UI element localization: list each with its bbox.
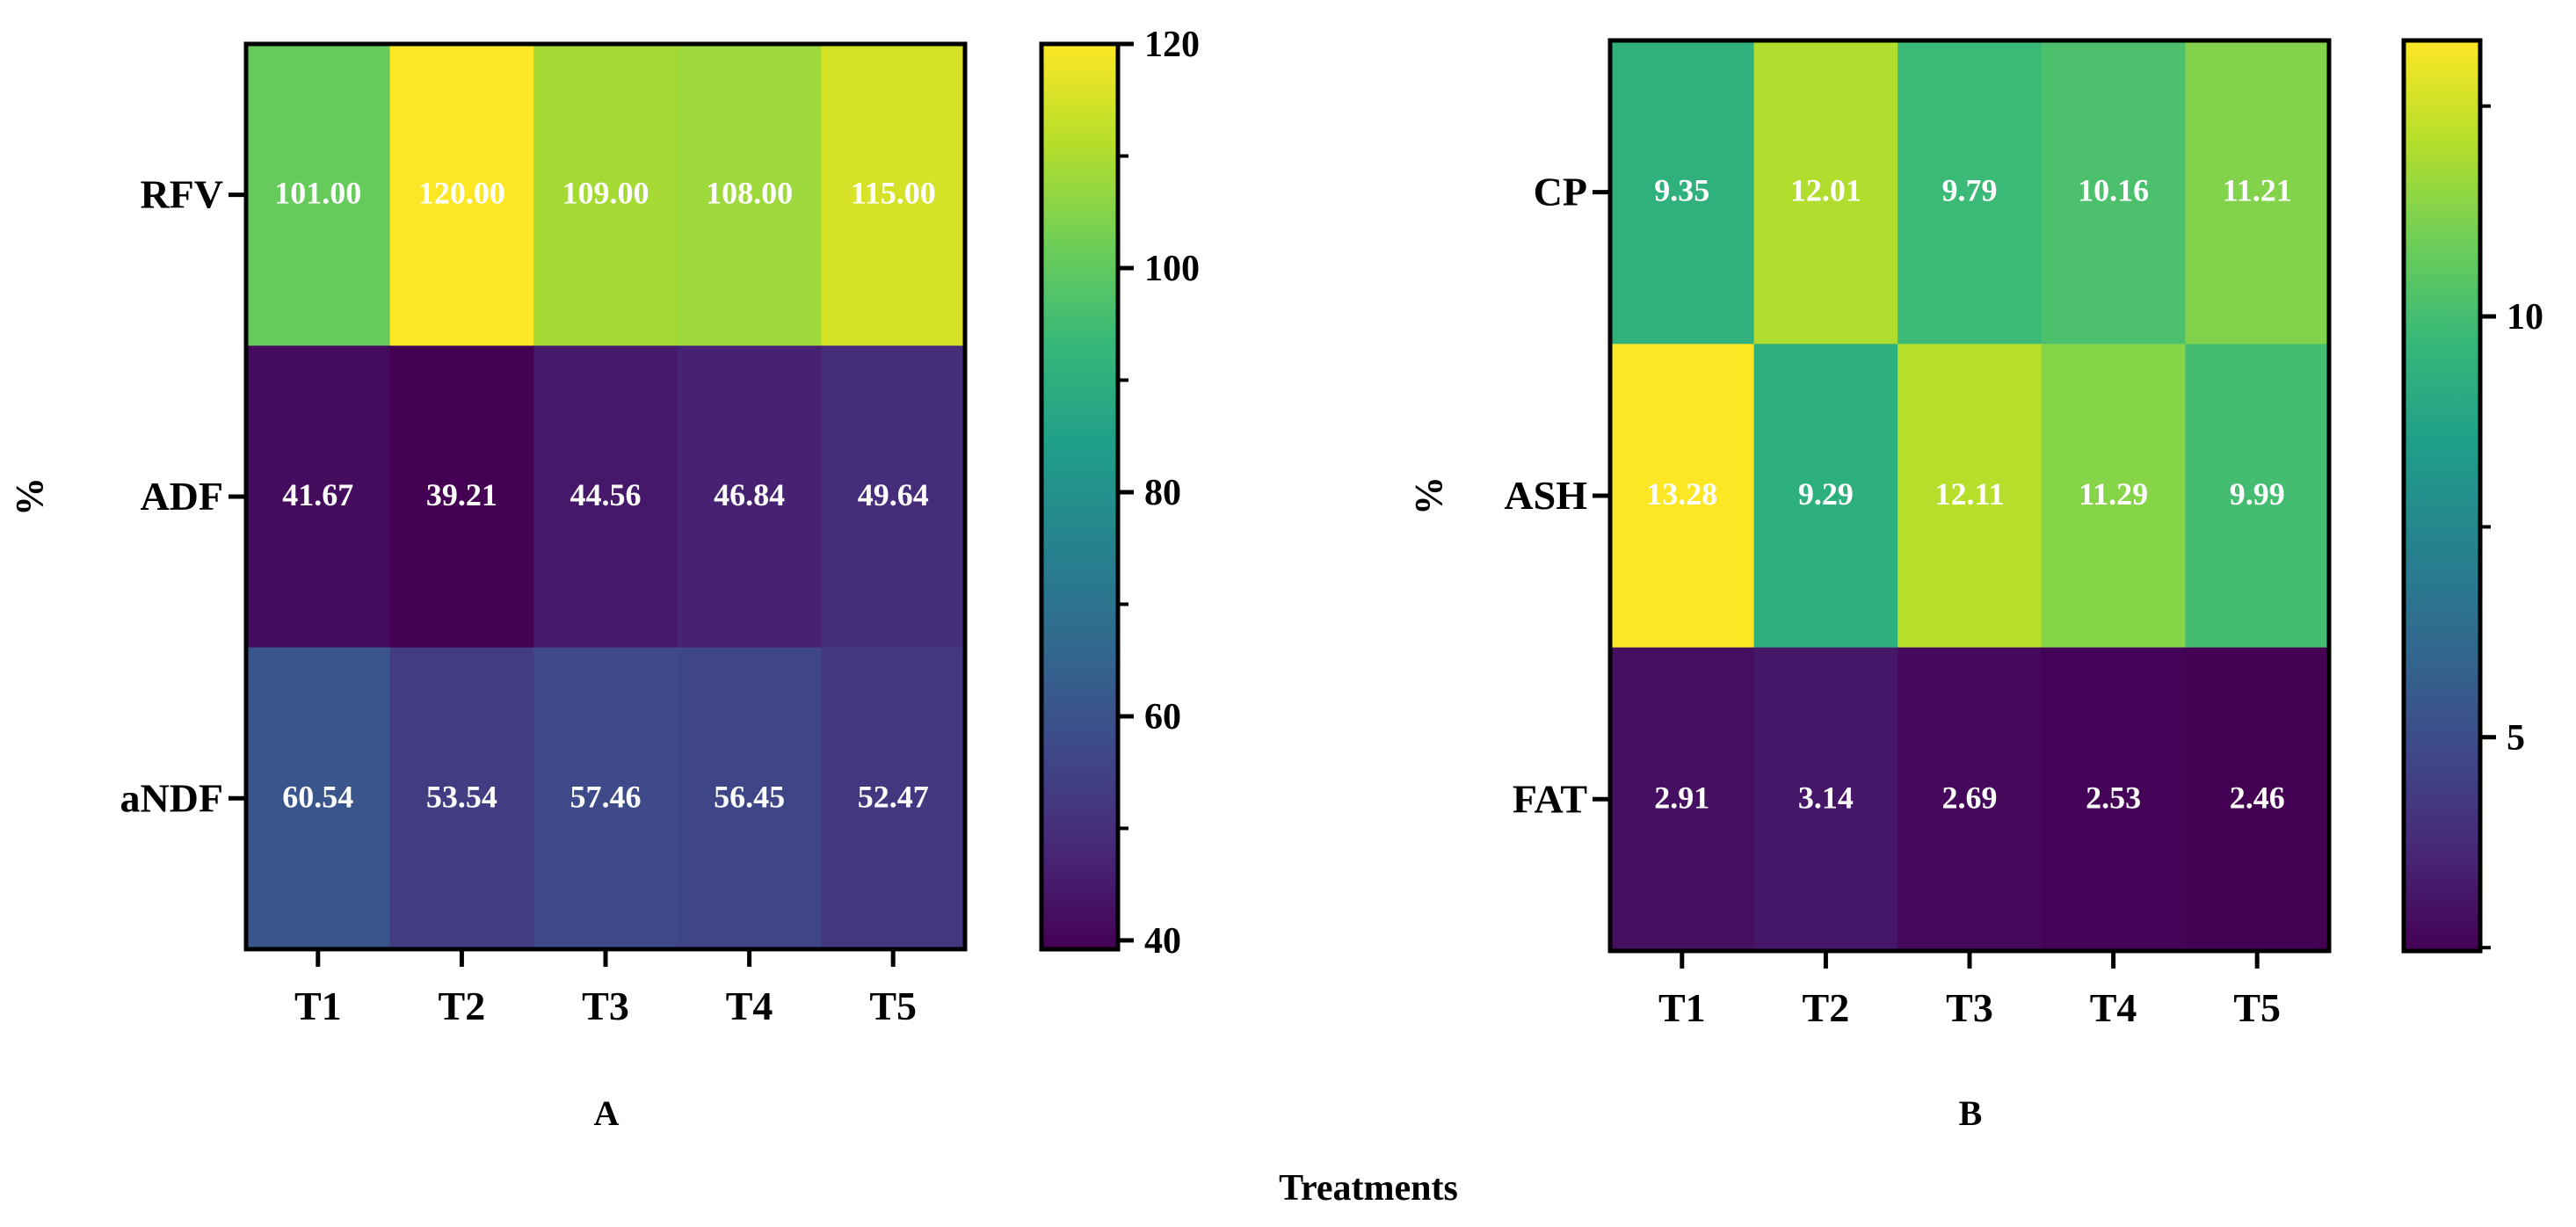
y-category-label: ASH (1504, 473, 1587, 518)
cell-value-label: 49.64 (858, 477, 929, 512)
heatmap-cell (389, 345, 534, 649)
cell-value-label: 11.29 (2079, 476, 2148, 512)
heatmap-cell (1610, 647, 1755, 952)
cell-value-label: 53.54 (426, 779, 497, 814)
cell-value-label: 2.69 (1942, 780, 1998, 815)
cell-value-label: 9.29 (1798, 476, 1854, 512)
colorbar-tick-label: 80 (1144, 473, 1181, 513)
cell-value-label: 9.99 (2230, 476, 2285, 512)
heatmap-cell (821, 44, 966, 346)
cell-value-label: 46.84 (714, 477, 785, 512)
y-category-label: ADF (140, 474, 223, 519)
heatmap-cell (246, 44, 391, 346)
panel-b-heatmap: 9.35 12.01 9.79 10.16 11.21 13.28 9.29 12.11 11.… (1407, 38, 2543, 1030)
heatmap-cell (533, 647, 678, 950)
cell-value-label: 3.14 (1798, 780, 1854, 815)
cell-value-label: 41.67 (282, 477, 353, 512)
cell-value-label: 115.00 (851, 176, 936, 211)
panel-b-label: B (1959, 1093, 1983, 1133)
cell-value-label: 108.00 (706, 176, 793, 211)
heatmap-cell (1898, 40, 2043, 345)
x-category-label: T2 (1803, 985, 1850, 1030)
heatmap-cell (821, 647, 966, 950)
y-axis-title: % (1407, 476, 1450, 515)
colorbar-tick-label: 100 (1144, 249, 1200, 289)
heatmap-cell (677, 345, 822, 649)
colorbar (2401, 38, 2483, 954)
cell-value-label: 12.11 (1934, 476, 2004, 512)
colorbar-tick-label: 60 (1144, 697, 1181, 737)
cell-value-label: 10.16 (2078, 173, 2149, 208)
x-category-label: T1 (1658, 985, 1706, 1030)
y-category-label: RFV (140, 172, 223, 217)
x-category-label: T3 (1946, 985, 1993, 1030)
cell-value-label: 52.47 (858, 779, 929, 814)
heatmap-cell (2041, 40, 2186, 345)
cell-value-label: 11.21 (2223, 173, 2292, 208)
cell-value-label: 9.79 (1942, 173, 1998, 208)
heatmap-cell (533, 345, 678, 649)
heatmap-cell (246, 345, 391, 649)
cell-value-label: 120.00 (418, 176, 505, 211)
heatmap-cell (389, 44, 534, 346)
heatmap-cell (1610, 344, 1755, 649)
x-category-label: T4 (726, 984, 773, 1028)
heatmap-cell (1610, 40, 1755, 345)
colorbar-tick-label: 40 (1144, 921, 1181, 962)
heatmap-cell (389, 647, 534, 950)
cell-value-label: 12.01 (1790, 173, 1861, 208)
colorbar-tick-label: 120 (1144, 25, 1200, 65)
x-category-label: T1 (294, 984, 342, 1028)
cell-value-label: 109.00 (562, 176, 649, 211)
heatmap-cell (2185, 647, 2330, 952)
heatmap-cell (2041, 344, 2186, 649)
heatmap-cell (2041, 647, 2186, 952)
cell-value-label: 9.35 (1654, 173, 1709, 208)
x-category-label: T5 (2233, 985, 2281, 1030)
y-category-label: CP (1534, 170, 1587, 214)
cell-value-label: 101.00 (274, 176, 361, 211)
cell-value-label: 2.53 (2086, 780, 2141, 815)
heatmap-cell (1753, 40, 1898, 345)
heatmap-cell (246, 647, 391, 950)
colorbar-tick-label: 10 (2507, 297, 2543, 338)
x-category-label: T5 (869, 984, 917, 1028)
cell-value-label: 44.56 (570, 477, 642, 512)
heatmap-cell (677, 647, 822, 950)
cell-value-label: 39.21 (426, 477, 497, 512)
heatmap-cell (677, 44, 822, 346)
cell-value-label: 60.54 (282, 779, 353, 814)
y-axis-title: % (8, 477, 51, 516)
heatmap-cell (2185, 344, 2330, 649)
heatmap-cell (1898, 647, 2043, 952)
panel-a-heatmap: 101.00 120.00 109.00 108.00 115.00 41.67 39.21… (8, 25, 1200, 1028)
heatmap-cell (821, 345, 966, 649)
cell-value-label: 56.45 (714, 779, 785, 814)
colorbar (1039, 41, 1121, 952)
cell-value-label: 57.46 (570, 779, 642, 814)
heatmap-cell (1753, 344, 1898, 649)
heatmap-cell (533, 44, 678, 346)
cell-value-label: 13.28 (1646, 476, 1717, 512)
heatmap-cell (1753, 647, 1898, 952)
heatmap-cell (1898, 344, 2043, 649)
x-category-label: T4 (2090, 985, 2137, 1030)
x-category-label: T3 (582, 984, 629, 1028)
y-category-label: FAT (1513, 776, 1587, 821)
x-category-label: T2 (439, 984, 486, 1028)
y-category-label: aNDF (120, 775, 223, 820)
x-axis-title: Treatments (1279, 1168, 1458, 1209)
heatmap-cell (2185, 40, 2330, 345)
cell-value-label: 2.91 (1654, 780, 1709, 815)
panel-a-label: A (594, 1093, 620, 1133)
cell-value-label: 2.46 (2230, 780, 2285, 815)
colorbar-tick-label: 5 (2507, 718, 2525, 759)
